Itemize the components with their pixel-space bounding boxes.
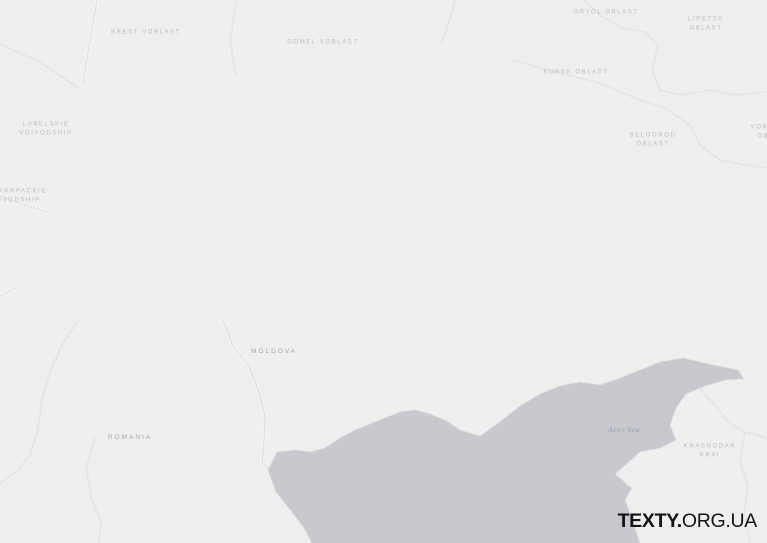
map-label-oryol-oblast: ORYOL OBLAST [573, 9, 639, 16]
texty-logo[interactable]: TEXTY.ORG.UA [617, 510, 758, 533]
map-label-brest-voblast: BREST VOBLAST [110, 29, 182, 36]
map-label-belgorod-oblast: BELGOROD OBLAST [629, 132, 677, 148]
map-label-gomel-voblast: GOMEL VOBLAST [287, 39, 359, 46]
map-label-lubelskie-voivodship: LUBELSKIE VOIVODSHIP [19, 121, 73, 137]
map-label-moldova: MOLDOVA [250, 347, 298, 355]
map-label-kursk-oblast: KURSK OBLAST [543, 69, 609, 76]
map-label-podkarpackie-voivodship: PODKARPACKIEVOIVODSHIP [0, 188, 48, 204]
map-label-krasnodar-krai: KRASNODAR KRAI [683, 443, 737, 459]
map-label-voronezh-oblast: VORONEZHOBLAST [750, 124, 767, 140]
map-label-lipetsk-oblast: LIPETSK OBLAST [688, 16, 724, 32]
texty-logo-bold: TEXTY. [617, 510, 683, 532]
map-label-romania: ROMANIA [107, 433, 153, 441]
map-label-azov-sea: Azov Sea [607, 425, 641, 435]
texty-logo-regular: ORG.UA [681, 510, 757, 532]
